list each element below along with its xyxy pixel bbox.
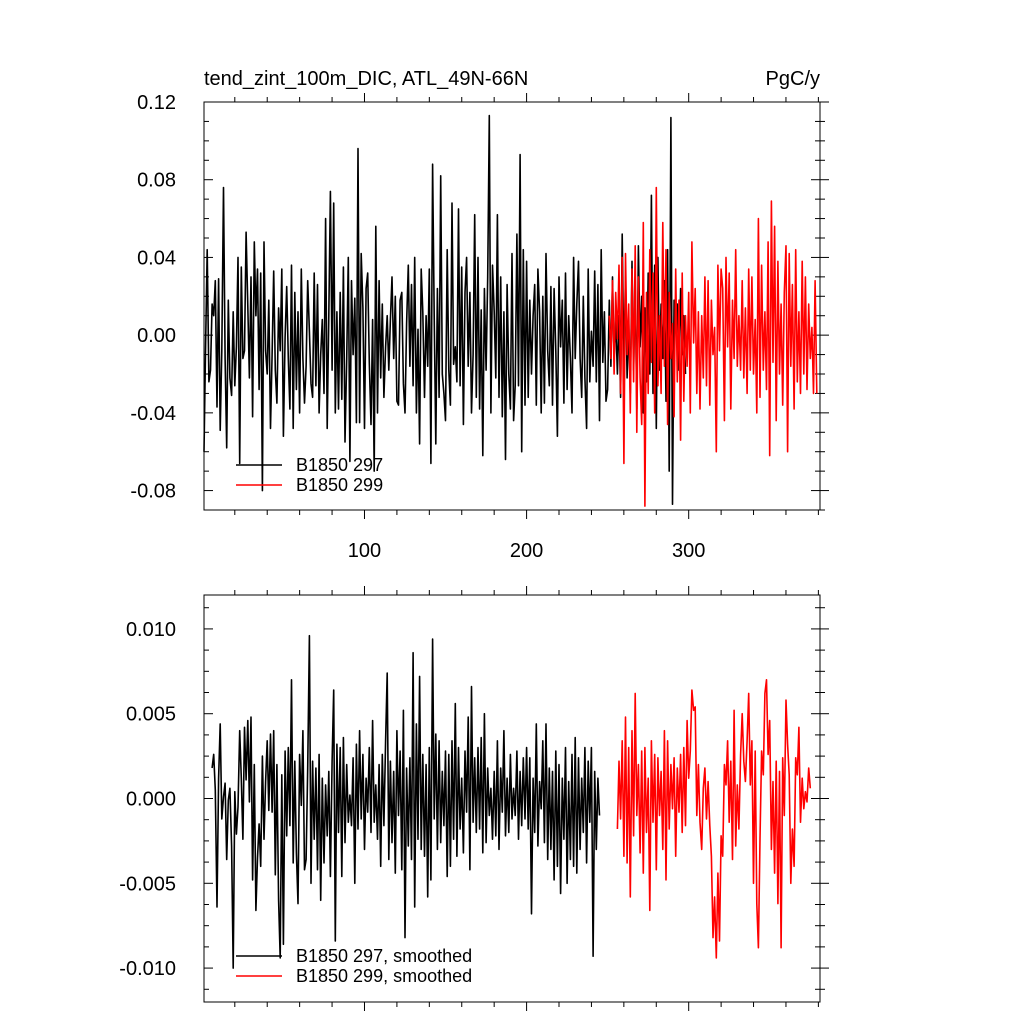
x-tick-label: 300 [672, 540, 705, 562]
axis-ticks [204, 586, 829, 1011]
legend-label: B1850 299 [296, 475, 383, 495]
y-tick-label: 0.04 [137, 247, 176, 269]
y-tick-label: -0.010 [119, 958, 176, 980]
units-label: PgC/y [766, 68, 820, 90]
legend-label: B1850 297, smoothed [296, 946, 472, 966]
bottom-panel: -0.010 -0.005 0.000 0.005 0.010 B1850 297, s… [119, 586, 829, 1011]
y-tick-labels: -0.08 -0.04 0.00 0.04 0.08 0.12 [130, 92, 176, 503]
y-tick-label: -0.005 [119, 873, 176, 895]
y-tick-label: 0.08 [137, 170, 176, 192]
series-lines [211, 634, 812, 969]
legend-label: B1850 299, smoothed [296, 966, 472, 986]
y-tick-label: 0.00 [137, 325, 176, 347]
plot-frame [203, 101, 821, 511]
y-tick-label: -0.04 [130, 403, 176, 425]
legend-label: B1850 297 [296, 455, 383, 475]
y-tick-label: 0.010 [126, 619, 176, 641]
y-tick-labels: -0.010 -0.005 0.000 0.005 0.010 [119, 619, 176, 980]
y-tick-label: 0.000 [126, 789, 176, 811]
series-line-b1850-297 [211, 634, 601, 969]
plot-frame [203, 594, 821, 1003]
y-tick-label: -0.08 [130, 481, 176, 503]
y-tick-label: 0.12 [137, 92, 176, 114]
series-line-b1850-299 [616, 678, 812, 959]
x-tick-label: 100 [348, 540, 381, 562]
top-panel: tend_zint_100m_DIC, ATL_49N-66N PgC/y 10… [130, 68, 829, 562]
x-tick-labels: 100 200 300 [348, 540, 706, 562]
series-line-b1850-297 [203, 114, 687, 506]
series-lines [203, 114, 818, 507]
chart-title: tend_zint_100m_DIC, ATL_49N-66N [204, 68, 528, 90]
x-tick-label: 200 [510, 540, 543, 562]
y-tick-label: 0.005 [126, 704, 176, 726]
series-line-b1850-299 [608, 186, 818, 507]
